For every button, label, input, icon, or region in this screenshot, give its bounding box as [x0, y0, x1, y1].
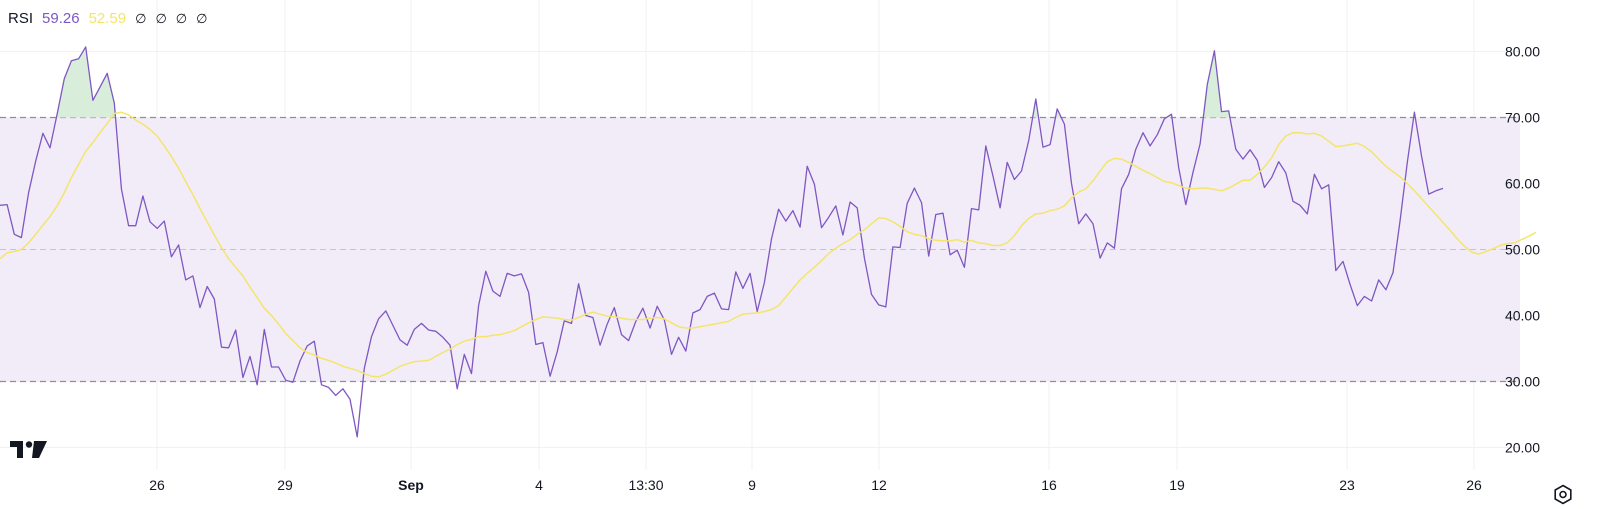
indicator-name[interactable]: RSI: [8, 10, 34, 27]
x-tick-label: 13:30: [628, 477, 663, 493]
y-tick-label: 30.00: [1505, 374, 1540, 390]
tradingview-logo-icon[interactable]: [10, 440, 48, 460]
empty-value-icon: ∅: [135, 10, 147, 26]
y-tick-label: 40.00: [1505, 308, 1540, 324]
y-axis[interactable]: 80.00 70.00 60.00 50.00 40.00 30.00 20.00: [1505, 44, 1540, 456]
series-layer: [0, 46, 1537, 438]
empty-value-icon: ∅: [196, 10, 208, 26]
x-tick-label: 19: [1169, 477, 1185, 493]
x-tick-label: 16: [1041, 477, 1057, 493]
x-tick-label: 23: [1339, 477, 1355, 493]
empty-value-icon: ∅: [155, 10, 167, 26]
y-tick-label: 50.00: [1505, 242, 1540, 258]
rsi-ma-line[interactable]: [0, 111, 1537, 378]
rsi-line[interactable]: [0, 46, 1444, 438]
y-tick-label: 70.00: [1505, 110, 1540, 126]
x-axis[interactable]: 26 29 Sep 4 13:30 9 12 16 19 23 26: [149, 477, 1482, 493]
y-tick-label: 20.00: [1505, 440, 1540, 456]
x-tick-label: 26: [1466, 477, 1482, 493]
x-tick-label: 12: [871, 477, 887, 493]
x-tick-label: Sep: [398, 477, 424, 493]
x-tick-label: 29: [277, 477, 293, 493]
empty-value-icon: ∅: [175, 10, 188, 26]
x-tick-label: 26: [149, 477, 165, 493]
y-tick-label: 80.00: [1505, 44, 1540, 60]
rsi-ma-value: 52.59: [88, 10, 127, 27]
y-tick-label: 60.00: [1505, 176, 1540, 192]
indicator-legend[interactable]: RSI 59.26 52.59 ∅ ∅ ∅ ∅: [8, 10, 207, 27]
x-tick-label: 9: [748, 477, 756, 493]
rsi-value: 59.26: [42, 10, 80, 27]
x-tick-label: 4: [535, 477, 543, 493]
settings-icon[interactable]: [1552, 484, 1574, 506]
